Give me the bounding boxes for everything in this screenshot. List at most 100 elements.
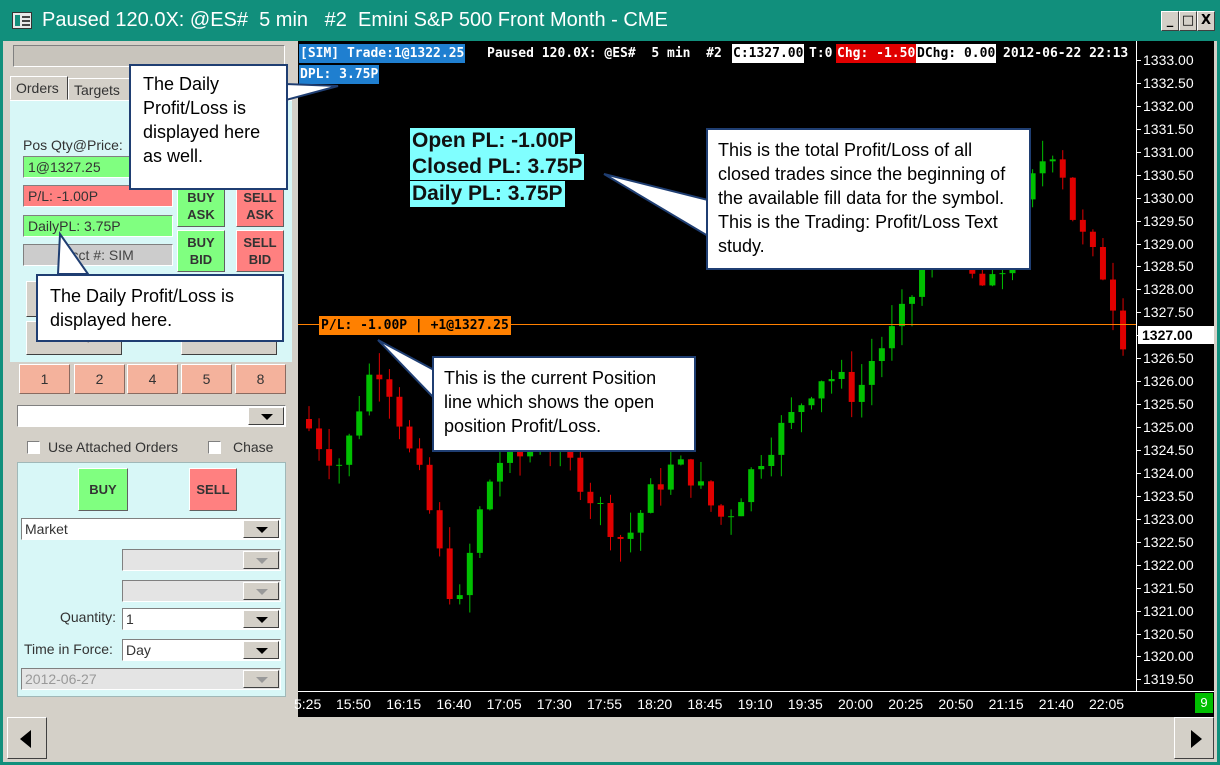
order-type-dropdown[interactable]: Market [21,518,281,540]
candle-body [878,348,885,362]
candle-body [617,536,624,539]
horizontal-scrollbar[interactable] [7,717,1214,759]
candle-body [708,481,714,506]
maximize-button[interactable]: □ [1179,11,1197,31]
time-tick-label: 20:25 [888,696,924,712]
quantity-button-4[interactable]: 4 [127,364,178,394]
price-tick-label: 1328.00 [1136,281,1194,298]
header-ticks: T:0 [809,46,833,61]
chevron-down-icon[interactable] [243,641,279,659]
chevron-down-icon [243,670,279,688]
open-pl-text: Open PL: -1.00P [410,128,576,154]
header-sim-trade: [SIM] Trade:1@1322.25 [299,44,466,63]
candle-body [808,398,815,406]
buy-ask-button[interactable]: BUY ASK [177,186,225,227]
time-axis[interactable]: 5:25 15:50 16:15 16:40 17:05 17:30 17:55 18:20 1… [294,691,1214,717]
scroll-right-arrow-icon[interactable] [1174,717,1214,759]
candle-body [677,459,684,465]
time-tick-label: 19:35 [787,696,823,712]
candle-body [577,457,584,492]
minimize-button[interactable]: _ [1161,11,1179,31]
buy-button[interactable]: BUY [78,468,128,511]
chevron-down-icon[interactable] [248,407,284,425]
tab-orders[interactable]: Orders [10,76,68,100]
candle-body [456,595,463,600]
candle-body [838,371,845,379]
candle-body [979,273,986,286]
candle-body [1110,279,1116,311]
sell-bid-line2: BID [248,252,272,267]
sell-bid-button[interactable]: SELL BID [236,230,284,272]
header-trade: Trade:1@1322.25 [346,46,465,61]
price-tick-label: 1330.00 [1136,189,1194,206]
quantity-button-1[interactable]: 1 [19,364,70,394]
time-in-force-label: Time in Force: [24,641,113,657]
price-tick-label: 1321.00 [1136,602,1194,619]
buy-bid-button[interactable]: BUY BID [177,230,225,272]
time-tick-label: 5:25 [294,696,322,712]
price-tick-label: 1320.50 [1136,625,1194,642]
candle-body [888,326,895,349]
time-tick-label: 19:10 [737,696,773,712]
window-title-bar[interactable]: Paused 120.0X: @ES# 5 min #2 Emini S&P 5… [0,0,1220,41]
time-tick-label: 17:05 [486,696,522,712]
window-title: Paused 120.0X: @ES# 5 min #2 Emini S&P 5… [42,9,668,31]
candle-body [667,464,674,490]
account-dropdown[interactable] [17,405,286,427]
candle-body [1069,177,1076,220]
candle-body [426,464,433,511]
candle-body [476,509,483,553]
app-icon[interactable] [12,12,32,29]
candle-body [406,426,413,449]
header-datetime: 2012-06-22 22:13 [1003,46,1129,61]
candle-body [898,303,905,327]
buy-ask-line2: ASK [187,207,215,222]
quantity-dropdown[interactable]: 1 [122,608,281,630]
time-tick-label: 17:55 [587,696,623,712]
last-price-marker: 1327.00 [1138,326,1214,345]
chevron-down-icon[interactable] [243,610,279,628]
quantity-button-5[interactable]: 5 [181,364,232,394]
sell-ask-line1: SELL [243,190,277,205]
candle-body [848,371,855,402]
sell-button[interactable]: SELL [189,468,237,511]
daily-pl-field: DailyPL: 3.75P [23,215,173,237]
candle-body [687,459,694,486]
price-axis[interactable]: 1333.00 1332.50 1332.00 1331.50 1331.00 1330.… [1136,41,1214,691]
candle-body [607,502,614,537]
sell-ask-button[interactable]: SELL ASK [236,186,284,227]
time-tick-label: 20:50 [938,696,974,712]
scroll-left-arrow-icon[interactable] [7,717,47,759]
candle-body [1059,159,1066,178]
time-in-force-dropdown[interactable]: Day [122,639,281,661]
tab-targets[interactable]: Targets [68,78,138,100]
quantity-button-8[interactable]: 8 [235,364,286,394]
candle-body [486,481,493,510]
expiration-date-field: 2012-06-27 [21,668,281,690]
position-line[interactable] [298,324,1136,325]
candle-body [1120,310,1127,350]
price-tick-label: 1332.00 [1136,97,1194,114]
close-button[interactable]: X [1197,11,1215,31]
time-tick-label: 21:40 [1038,696,1074,712]
chevron-down-icon[interactable] [243,520,279,538]
chase-checkbox[interactable] [208,441,221,454]
candle-body [788,412,795,423]
position-line-label: P/L: -1.00P | +1@1327.25 [319,316,511,335]
header-daily-change: DChg: 0.00 [916,44,997,63]
header-sim: [SIM] [300,46,340,61]
price-tick-label: 1326.50 [1136,350,1194,367]
use-attached-orders-checkbox[interactable] [27,441,40,454]
time-in-force-value: Day [126,642,151,658]
price-tick-label: 1322.50 [1136,533,1194,550]
price-tick-label: 1330.50 [1136,166,1194,183]
quantity-button-2[interactable]: 2 [74,364,125,394]
price-tick-label: 1320.00 [1136,648,1194,665]
candle-body [868,361,875,385]
buy-bid-line2: BID [189,252,213,267]
account-field: Acct #: SIM [23,244,173,266]
candle-body [1099,247,1106,280]
order-type-value: Market [25,521,68,537]
candle-body [336,464,343,466]
price-tick-label: 1322.00 [1136,556,1194,573]
